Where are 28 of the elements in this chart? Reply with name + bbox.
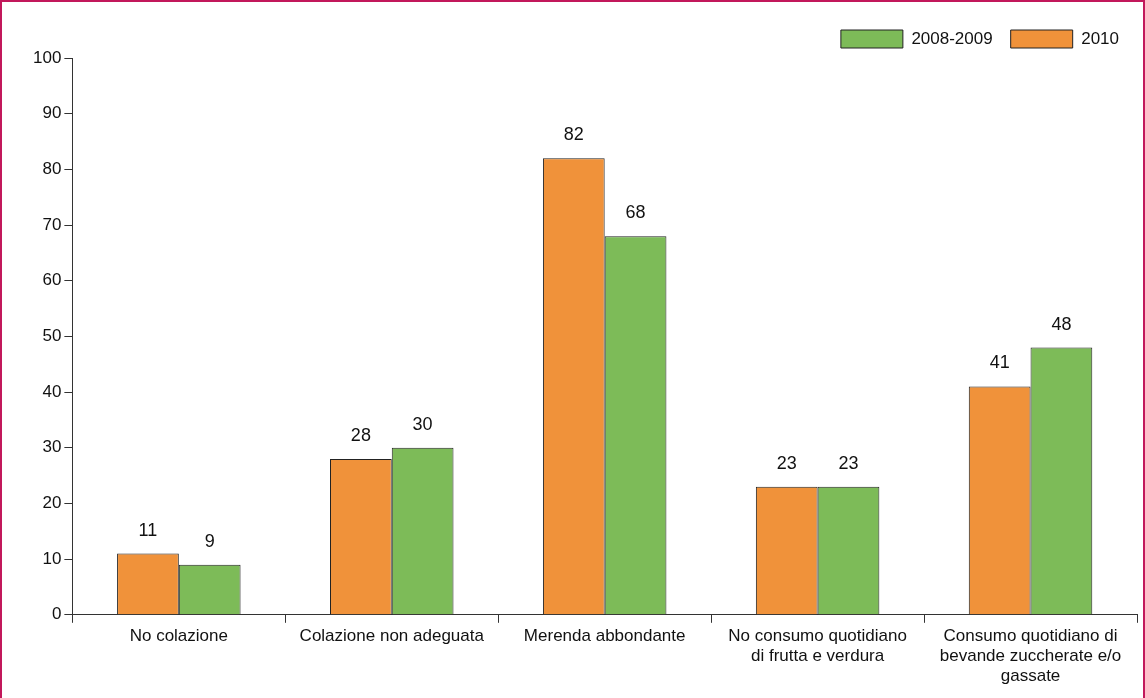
y-tick-label: 40: [42, 381, 62, 401]
data-label: 23: [838, 452, 859, 473]
data-label: 41: [989, 352, 1010, 373]
x-tick-label: No consumo quotidiano di frutta e verdura: [728, 625, 907, 666]
legend-label: 2010: [1081, 28, 1120, 48]
data-label: 48: [1051, 313, 1072, 334]
legend-label: 2008-2009: [911, 28, 993, 48]
data-label: 30: [412, 413, 433, 434]
y-tick-label: 30: [42, 437, 62, 457]
y-tick-label: 10: [42, 548, 62, 568]
y-tick-label: 0: [51, 604, 62, 624]
x-tick-label: No colazione: [129, 625, 228, 645]
data-label: 68: [625, 202, 646, 223]
x-tick-label: Consumo quotidiano di bevande zuccherate e/o gassate: [939, 625, 1122, 686]
data-label: 9: [204, 530, 215, 551]
x-tick-label: Merenda abbondante: [523, 625, 686, 645]
y-tick-label: 80: [42, 159, 62, 179]
data-label: 28: [350, 424, 371, 445]
y-tick-label: 60: [42, 270, 62, 290]
y-tick-label: 50: [42, 326, 62, 346]
x-tick-label: Colazione non adeguata: [299, 625, 485, 645]
data-label: 23: [776, 452, 797, 473]
data-label: 82: [563, 124, 584, 145]
y-tick-label: 100: [32, 47, 62, 67]
data-label: 11: [138, 519, 158, 540]
y-tick-label: 70: [42, 214, 62, 234]
y-tick-label: 20: [42, 493, 62, 513]
y-tick-label: 90: [42, 103, 62, 123]
